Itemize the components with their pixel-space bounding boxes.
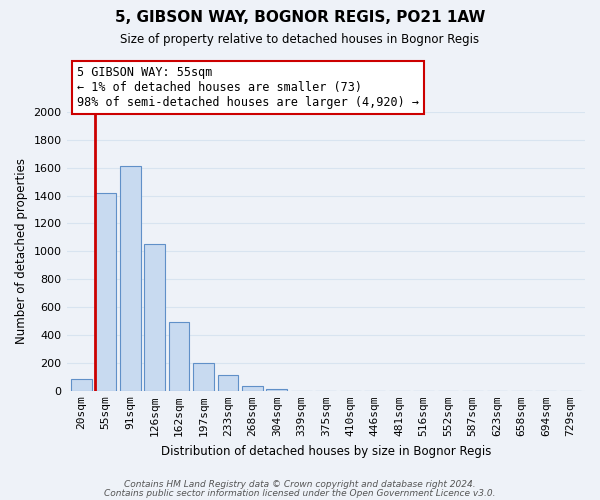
Bar bbox=[120, 166, 140, 391]
Text: 5 GIBSON WAY: 55sqm
← 1% of detached houses are smaller (73)
98% of semi-detache: 5 GIBSON WAY: 55sqm ← 1% of detached hou… bbox=[77, 66, 419, 109]
Text: Contains HM Land Registry data © Crown copyright and database right 2024.: Contains HM Land Registry data © Crown c… bbox=[124, 480, 476, 489]
X-axis label: Distribution of detached houses by size in Bognor Regis: Distribution of detached houses by size … bbox=[161, 444, 491, 458]
Bar bbox=[144, 244, 165, 391]
Bar bbox=[71, 379, 92, 391]
Bar bbox=[193, 363, 214, 391]
Bar bbox=[218, 376, 238, 391]
Text: Size of property relative to detached houses in Bognor Regis: Size of property relative to detached ho… bbox=[121, 32, 479, 46]
Bar bbox=[95, 192, 116, 391]
Text: 5, GIBSON WAY, BOGNOR REGIS, PO21 1AW: 5, GIBSON WAY, BOGNOR REGIS, PO21 1AW bbox=[115, 10, 485, 25]
Text: Contains public sector information licensed under the Open Government Licence v3: Contains public sector information licen… bbox=[104, 488, 496, 498]
Y-axis label: Number of detached properties: Number of detached properties bbox=[15, 158, 28, 344]
Bar bbox=[169, 322, 190, 391]
Bar bbox=[242, 386, 263, 391]
Bar bbox=[266, 388, 287, 391]
